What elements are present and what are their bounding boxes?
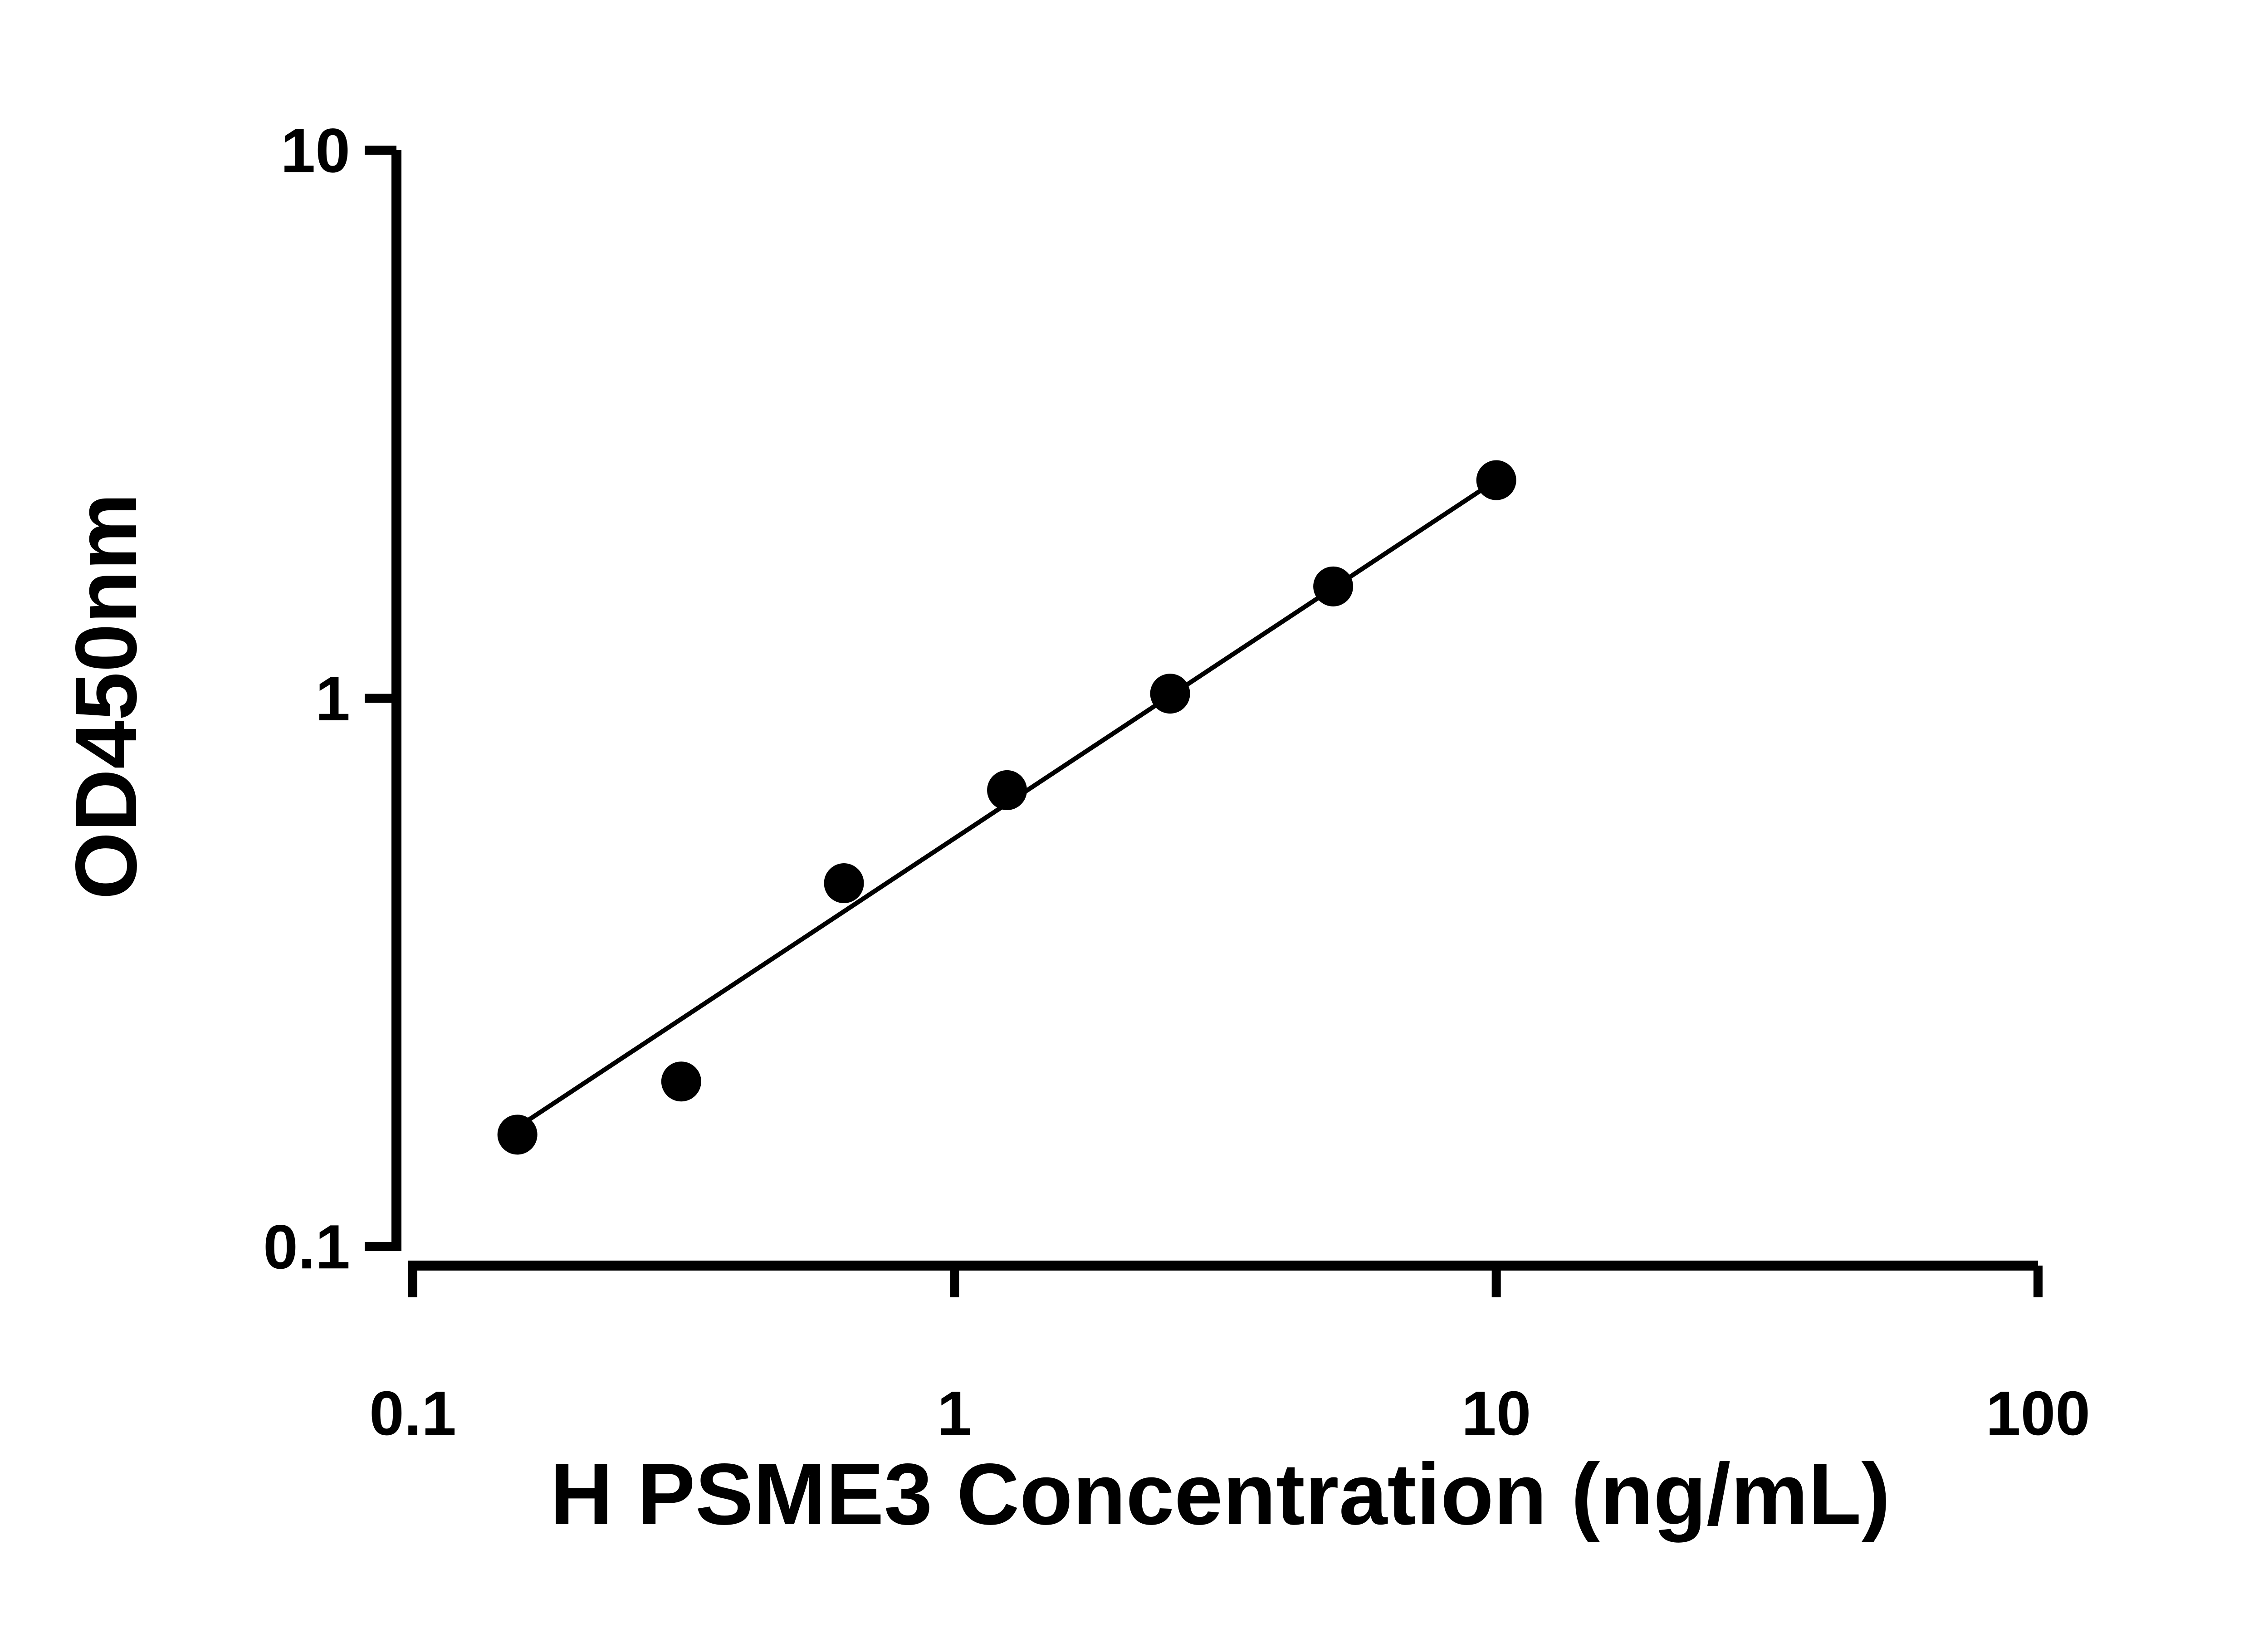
data-point	[987, 770, 1027, 810]
y-tick-label: 10	[281, 116, 351, 186]
data-point	[497, 1115, 538, 1155]
x-axis-title: H PSME3 Concentration (ng/mL)	[550, 1445, 1891, 1543]
y-tick-label: 0.1	[263, 1212, 350, 1282]
data-point	[1476, 460, 1516, 500]
x-tick-label: 100	[1986, 1379, 2090, 1448]
x-tick-label: 10	[1461, 1379, 1531, 1448]
data-point	[1313, 566, 1354, 606]
y-axis-title: OD450nm	[57, 493, 155, 900]
x-tick-label: 1	[937, 1379, 972, 1448]
x-tick-label: 0.1	[369, 1379, 456, 1448]
y-tick-label: 1	[315, 664, 350, 734]
data-point	[1150, 674, 1190, 714]
data-point	[661, 1061, 701, 1102]
data-point	[824, 863, 864, 904]
